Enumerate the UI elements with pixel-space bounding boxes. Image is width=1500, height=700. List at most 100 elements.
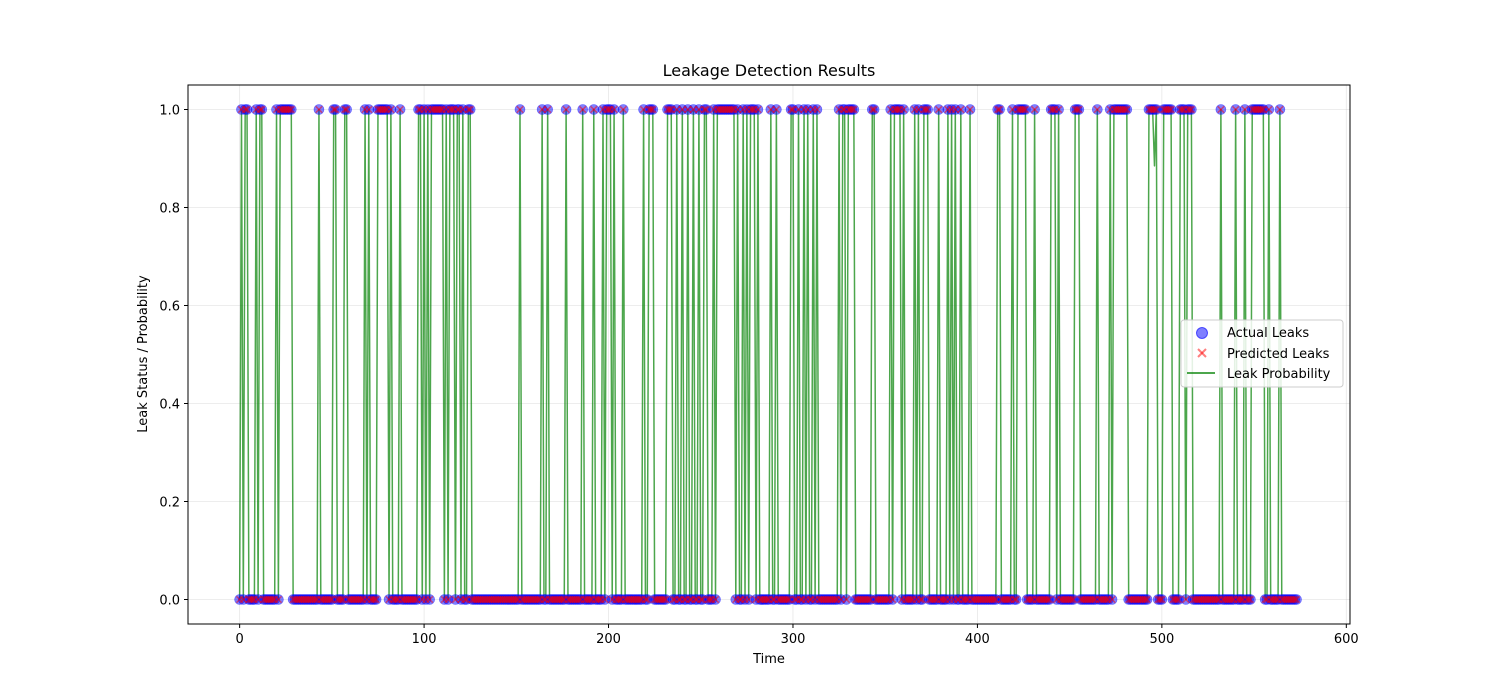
predicted-leak-point	[328, 595, 336, 604]
predicted-leak-point	[785, 595, 794, 604]
predicted-leak-point	[1259, 105, 1268, 114]
predicted-leak-point	[680, 595, 688, 604]
legend-box	[1180, 319, 1344, 388]
predicted-leak-point	[1005, 595, 1013, 604]
predicted-leak-point	[914, 105, 923, 114]
y-tick-label: 1.0	[159, 104, 180, 119]
predicted-leak-point	[700, 105, 709, 114]
predicted-leak-point	[1010, 595, 1019, 604]
predicted-leak-point	[1008, 105, 1017, 114]
predicted-leak-point	[1290, 595, 1299, 604]
predicted-leak-point	[813, 105, 821, 114]
predicted-leak-point	[460, 595, 469, 604]
predicted-leak-point	[610, 105, 618, 114]
predicted-leak-point	[842, 595, 851, 604]
predicted-leak-point	[444, 595, 452, 604]
legend: Actual Leaks Predicted Leaks Leak Probab…	[1180, 319, 1344, 388]
predicted-leak-point	[805, 595, 814, 604]
predicted-leak-point	[848, 105, 856, 114]
predicted-leak-point	[1043, 595, 1052, 604]
predicted-leak-point	[451, 595, 460, 604]
predicted-leak-point	[285, 105, 294, 114]
predicted-leak-point	[641, 595, 650, 604]
predicted-leak-point	[1027, 595, 1035, 604]
predicted-leak-point	[1182, 595, 1190, 604]
predicted-leak-point	[459, 105, 467, 114]
predicted-leak-point	[274, 595, 283, 604]
predicted-leak-point	[763, 595, 771, 604]
predicted-leak-point	[698, 595, 707, 604]
predicted-leak-point	[448, 105, 456, 114]
predicted-leak-point	[647, 105, 655, 114]
predicted-leak-point	[1244, 595, 1253, 604]
predicted-leak-point	[337, 595, 345, 604]
predicted-leak-point	[357, 595, 366, 604]
predicted-leak-point	[772, 105, 781, 114]
predicted-leak-point	[1246, 595, 1255, 604]
y-tick-label: 0.6	[159, 300, 180, 315]
x-tick-label: 600	[1334, 632, 1359, 647]
predicted-leak-point	[868, 105, 877, 114]
predicted-leak-point	[1292, 595, 1301, 604]
predicted-leak-point	[619, 105, 628, 114]
predicted-leak-point	[667, 105, 675, 114]
predicted-leak-point	[287, 105, 296, 114]
predicted-leak-point	[1272, 595, 1280, 604]
predicted-leak-point	[918, 595, 926, 604]
predicted-leak-point	[575, 595, 583, 604]
predicted-leak-point	[315, 105, 323, 114]
predicted-leak-point	[894, 105, 902, 114]
predicted-leak-point	[864, 595, 873, 604]
plot-frame	[187, 84, 1351, 625]
predicted-leak-point	[673, 105, 681, 114]
predicted-leak-point	[1108, 595, 1116, 604]
predicted-leak-point	[370, 595, 379, 604]
predicted-leak-point	[1213, 595, 1221, 604]
predicted-leak-point	[1089, 595, 1098, 604]
predicted-leak-point	[1152, 105, 1161, 114]
predicted-leak-point	[248, 595, 257, 604]
predicted-leak-point	[660, 595, 668, 604]
predicted-leak-point	[993, 105, 1002, 114]
predicted-leak-point	[1265, 105, 1273, 114]
predicted-leak-point	[733, 105, 742, 114]
predicted-leak-point	[453, 105, 462, 114]
predicted-leak-point	[1075, 105, 1083, 114]
predicted-leak-point	[711, 595, 720, 604]
predicted-leak-point	[669, 595, 677, 604]
predicted-leak-point	[578, 105, 587, 114]
legend-predicted-marker	[1197, 348, 1207, 358]
predicted-leak-point	[254, 595, 262, 604]
predicted-leak-point	[907, 595, 915, 604]
predicted-leak-point	[269, 595, 277, 604]
predicted-leak-point	[839, 105, 847, 114]
predicted-leak-point	[311, 595, 319, 604]
predicted-leak-point	[1054, 105, 1063, 114]
predicted-leak-point	[940, 595, 948, 604]
predicted-leak-point	[706, 595, 714, 604]
predicted-leak-point	[794, 105, 803, 114]
predicted-leak-point	[1237, 595, 1245, 604]
predicted-leak-point	[636, 595, 644, 604]
predicted-leak-point	[1093, 105, 1102, 114]
predicted-leak-point	[866, 595, 875, 604]
predicted-leak-point	[1174, 595, 1183, 604]
predicted-leak-point	[685, 595, 694, 604]
x-tick-label: 400	[965, 632, 990, 647]
predicted-leak-point	[543, 105, 552, 114]
predicted-leak-point	[678, 105, 687, 114]
predicted-leak-point	[923, 105, 932, 114]
predicted-leak-point	[540, 595, 548, 604]
predicted-leak-point	[396, 105, 404, 114]
predicted-leak-point	[1187, 105, 1196, 114]
predicted-leak-point	[1228, 595, 1236, 604]
x-tick-label: 300	[781, 632, 806, 647]
predicted-leak-point	[931, 595, 939, 604]
legend-predicted-label: Predicted Leaks	[1227, 347, 1330, 362]
predicted-leak-point	[1241, 105, 1249, 114]
predicted-leak-point	[516, 105, 524, 114]
predicted-leak-point	[754, 105, 762, 114]
predicted-leak-point	[586, 595, 594, 604]
predicted-leak-point	[1172, 595, 1181, 604]
x-tick-label: 200	[596, 632, 621, 647]
